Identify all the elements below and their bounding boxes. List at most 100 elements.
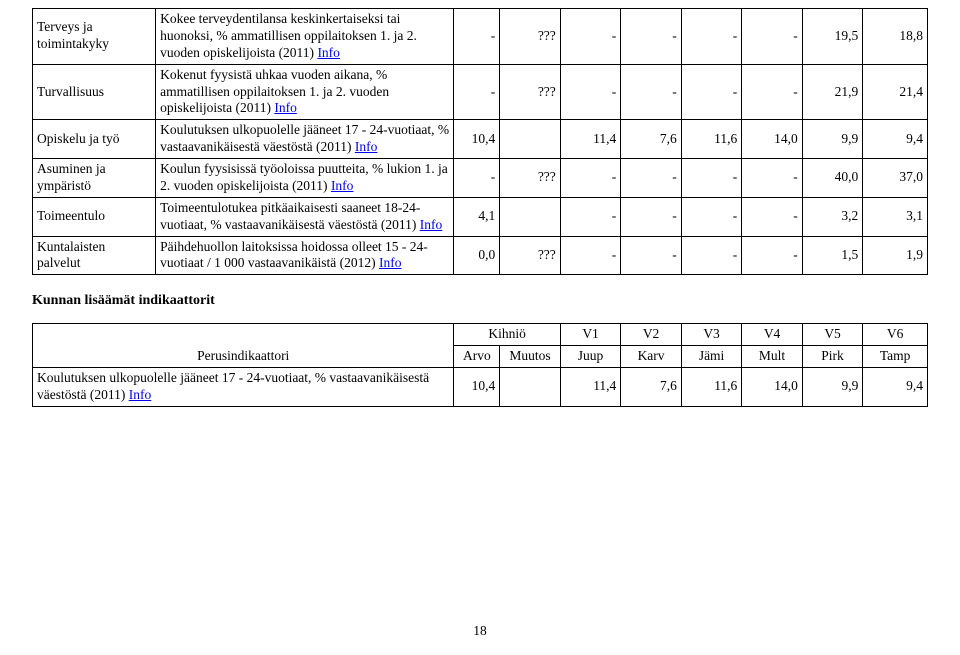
table-row: Opiskelu ja työKoulutuksen ulkopuolelle …: [33, 120, 928, 159]
cell-value: -: [454, 9, 500, 65]
section-heading: Kunnan lisäämät indikaattorit: [32, 293, 928, 309]
cell-value: 40,0: [802, 159, 863, 198]
col-karv: Karv: [621, 346, 682, 368]
cell-value: -: [681, 236, 742, 275]
cell-value: 3,1: [863, 197, 928, 236]
cell-value: -: [621, 197, 682, 236]
cell-value: 0,0: [454, 236, 500, 275]
cell-value: -: [681, 159, 742, 198]
row-desc: Päihdehuollon laitoksissa hoidossa ollee…: [156, 236, 454, 275]
cell-value: 10,4: [454, 120, 500, 159]
cell-value: -: [681, 64, 742, 120]
row-label: Terveys ja toimintakyky: [33, 9, 156, 65]
page: Terveys ja toimintakykyKokee terveydenti…: [0, 0, 960, 655]
col-v4: V4: [742, 324, 803, 346]
perusindikaattori-label: Perusindikaattori: [33, 324, 454, 368]
cell-value: -: [742, 236, 803, 275]
cell-value: -: [681, 9, 742, 65]
info-link[interactable]: Info: [331, 178, 354, 193]
col-v5: V5: [802, 324, 863, 346]
col-juup: Juup: [560, 346, 621, 368]
table2-data-row: Koulutuksen ulkopuolelle jääneet 17 - 24…: [33, 368, 928, 407]
table-row: TurvallisuusKokenut fyysistä uhkaa vuode…: [33, 64, 928, 120]
row-label: Asuminen ja ympäristö: [33, 159, 156, 198]
cell-value: ???: [500, 236, 561, 275]
cell-value: -: [454, 159, 500, 198]
row-desc-text: Koulun fyysisissä työoloissa puutteita, …: [160, 161, 448, 193]
cell-value: -: [560, 197, 621, 236]
cell-value: -: [681, 197, 742, 236]
row-desc: Kokee terveydentilansa keskinkertaiseksi…: [156, 9, 454, 65]
col-tamp: Tamp: [863, 346, 928, 368]
cell-value: -: [742, 9, 803, 65]
row-label: Turvallisuus: [33, 64, 156, 120]
col-v1: V1: [560, 324, 621, 346]
col-v6: V6: [863, 324, 928, 346]
col-v3: V3: [681, 324, 742, 346]
cell-value: -: [621, 64, 682, 120]
row-label: Kuntalaisten palvelut: [33, 236, 156, 275]
row-desc: Koulun fyysisissä työoloissa puutteita, …: [156, 159, 454, 198]
cell-value: [500, 368, 561, 407]
row-desc: Toimeentulotukea pitkäaikaisesti saaneet…: [156, 197, 454, 236]
info-link[interactable]: Info: [379, 255, 402, 270]
cell-value: -: [560, 9, 621, 65]
cell-value: -: [742, 197, 803, 236]
cell-value: -: [621, 159, 682, 198]
cell-value: 21,4: [863, 64, 928, 120]
col-v2: V2: [621, 324, 682, 346]
table-row: Terveys ja toimintakykyKokee terveydenti…: [33, 9, 928, 65]
cell-value: 37,0: [863, 159, 928, 198]
table-row: ToimeentuloToimeentulotukea pitkäaikaise…: [33, 197, 928, 236]
info-link[interactable]: Info: [129, 387, 152, 402]
table2-header-row-1: Perusindikaattori Kihniö V1 V2 V3 V4 V5 …: [33, 324, 928, 346]
cell-value: ???: [500, 64, 561, 120]
perusindikaattori-table: Perusindikaattori Kihniö V1 V2 V3 V4 V5 …: [32, 323, 928, 407]
row-desc-text: Toimeentulotukea pitkäaikaisesti saaneet…: [160, 200, 420, 232]
row-label: Opiskelu ja työ: [33, 120, 156, 159]
t2-desc-text: Koulutuksen ulkopuolelle jääneet 17 - 24…: [37, 370, 429, 402]
indicators-table: Terveys ja toimintakykyKokee terveydenti…: [32, 8, 928, 275]
row-desc: Koulutuksen ulkopuolelle jääneet 17 - 24…: [156, 120, 454, 159]
info-link[interactable]: Info: [355, 139, 378, 154]
table-row: Asuminen ja ympäristöKoulun fyysisissä t…: [33, 159, 928, 198]
table-row: Kuntalaisten palvelutPäihdehuollon laito…: [33, 236, 928, 275]
cell-value: 11,6: [681, 368, 742, 407]
col-kihnio: Kihniö: [454, 324, 560, 346]
cell-value: ???: [500, 9, 561, 65]
info-link[interactable]: Info: [420, 217, 443, 232]
cell-value: -: [560, 64, 621, 120]
cell-value: ???: [500, 159, 561, 198]
cell-value: -: [560, 159, 621, 198]
cell-value: -: [742, 159, 803, 198]
info-link[interactable]: Info: [317, 45, 340, 60]
row-desc-text: Kokee terveydentilansa keskinkertaiseksi…: [160, 11, 417, 60]
cell-value: -: [621, 9, 682, 65]
col-mult: Mult: [742, 346, 803, 368]
cell-value: [500, 120, 561, 159]
page-number: 18: [0, 623, 960, 639]
cell-value: 11,4: [560, 368, 621, 407]
row-desc-text: Koulutuksen ulkopuolelle jääneet 17 - 24…: [160, 122, 449, 154]
cell-value: 9,9: [802, 368, 863, 407]
row-desc: Kokenut fyysistä uhkaa vuoden aikana, % …: [156, 64, 454, 120]
cell-value: -: [742, 64, 803, 120]
cell-value: 19,5: [802, 9, 863, 65]
cell-value: 1,9: [863, 236, 928, 275]
cell-value: 3,2: [802, 197, 863, 236]
col-pirk: Pirk: [802, 346, 863, 368]
cell-value: -: [454, 64, 500, 120]
info-link[interactable]: Info: [274, 100, 297, 115]
cell-value: 9,9: [802, 120, 863, 159]
cell-value: 18,8: [863, 9, 928, 65]
cell-value: 10,4: [454, 368, 500, 407]
cell-value: 1,5: [802, 236, 863, 275]
cell-value: 11,6: [681, 120, 742, 159]
cell-value: 9,4: [863, 120, 928, 159]
cell-value: 14,0: [742, 120, 803, 159]
col-muutos: Muutos: [500, 346, 561, 368]
col-jami: Jämi: [681, 346, 742, 368]
t2-desc-cell: Koulutuksen ulkopuolelle jääneet 17 - 24…: [33, 368, 454, 407]
col-arvo: Arvo: [454, 346, 500, 368]
cell-value: 11,4: [560, 120, 621, 159]
